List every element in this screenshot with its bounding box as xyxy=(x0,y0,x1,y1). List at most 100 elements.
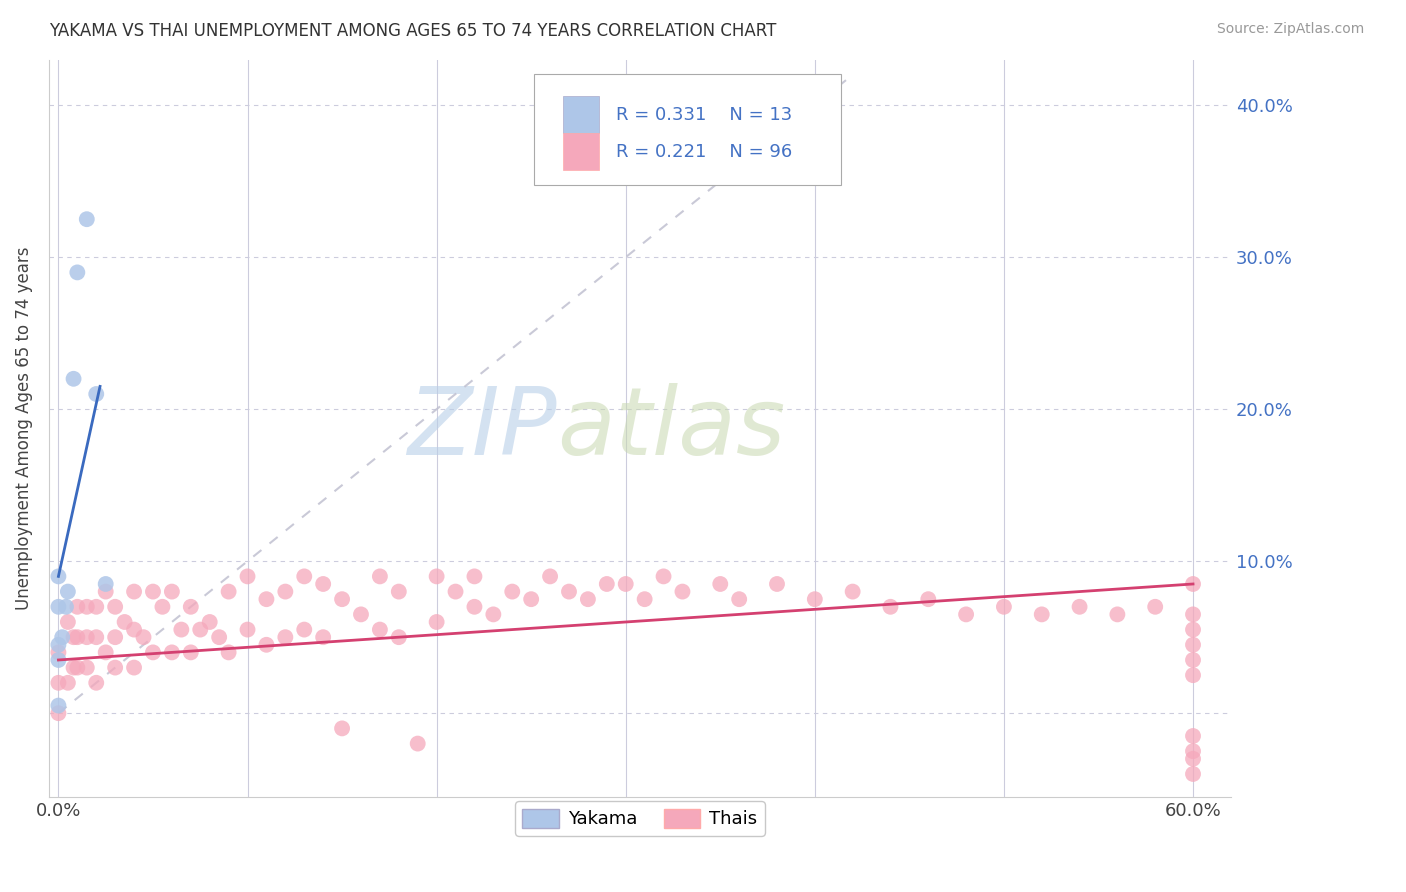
Point xyxy=(76,599,98,614)
Point xyxy=(48,599,70,614)
Point xyxy=(180,645,202,659)
Point xyxy=(160,645,183,659)
Text: R = 0.221    N = 96: R = 0.221 N = 96 xyxy=(616,143,793,161)
Point xyxy=(312,577,335,591)
Legend: Yakama, Thais: Yakama, Thais xyxy=(515,801,765,836)
Point xyxy=(482,607,505,622)
Point xyxy=(1107,607,1129,622)
Text: Source: ZipAtlas.com: Source: ZipAtlas.com xyxy=(1216,22,1364,37)
Point xyxy=(142,584,165,599)
Point xyxy=(48,653,70,667)
Point xyxy=(94,577,117,591)
Point xyxy=(426,569,449,583)
Point xyxy=(917,592,939,607)
Point xyxy=(114,615,136,629)
Point xyxy=(48,675,70,690)
Point xyxy=(444,584,467,599)
Point xyxy=(501,584,523,599)
Point xyxy=(122,584,145,599)
Point xyxy=(955,607,977,622)
Point xyxy=(576,592,599,607)
Point xyxy=(274,584,297,599)
Point xyxy=(388,584,411,599)
Point xyxy=(1182,653,1205,667)
Text: YAKAMA VS THAI UNEMPLOYMENT AMONG AGES 65 TO 74 YEARS CORRELATION CHART: YAKAMA VS THAI UNEMPLOYMENT AMONG AGES 6… xyxy=(49,22,776,40)
Point xyxy=(1182,767,1205,781)
Point xyxy=(426,615,449,629)
Point xyxy=(406,737,429,751)
Point xyxy=(804,592,827,607)
Point xyxy=(84,599,107,614)
Point xyxy=(1182,577,1205,591)
Point xyxy=(66,599,89,614)
Point xyxy=(236,569,259,583)
Point xyxy=(1182,607,1205,622)
Point xyxy=(62,630,84,644)
Point xyxy=(48,698,70,713)
Point xyxy=(66,660,89,674)
Point xyxy=(1182,752,1205,766)
Point xyxy=(463,569,485,583)
Point xyxy=(596,577,619,591)
FancyBboxPatch shape xyxy=(562,133,599,170)
Point xyxy=(56,675,79,690)
Point xyxy=(94,584,117,599)
Point xyxy=(122,623,145,637)
Point xyxy=(122,660,145,674)
Point xyxy=(76,630,98,644)
Point xyxy=(728,592,751,607)
FancyBboxPatch shape xyxy=(562,96,599,133)
Point xyxy=(160,584,183,599)
Point xyxy=(292,569,315,583)
Point xyxy=(76,212,98,227)
Point xyxy=(142,645,165,659)
Point xyxy=(254,592,277,607)
Point xyxy=(218,645,240,659)
Point xyxy=(368,623,391,637)
Point xyxy=(104,599,127,614)
Point xyxy=(766,577,789,591)
Point xyxy=(879,599,901,614)
Point xyxy=(84,387,107,401)
Point xyxy=(55,599,77,614)
Point xyxy=(170,623,193,637)
Point xyxy=(463,599,485,614)
Point xyxy=(48,706,70,721)
Text: atlas: atlas xyxy=(557,383,786,474)
Point xyxy=(614,577,637,591)
Point xyxy=(56,584,79,599)
Point xyxy=(350,607,373,622)
Point xyxy=(236,623,259,637)
Point xyxy=(330,592,353,607)
Text: ZIP: ZIP xyxy=(408,383,557,474)
Point xyxy=(132,630,155,644)
Point xyxy=(1182,744,1205,758)
Point xyxy=(62,372,84,386)
Point xyxy=(292,623,315,637)
Point xyxy=(633,592,655,607)
Point xyxy=(48,569,70,583)
Point xyxy=(1144,599,1167,614)
FancyBboxPatch shape xyxy=(533,74,841,185)
Point xyxy=(1182,638,1205,652)
Point xyxy=(312,630,335,644)
Point xyxy=(274,630,297,644)
Y-axis label: Unemployment Among Ages 65 to 74 years: Unemployment Among Ages 65 to 74 years xyxy=(15,246,32,610)
Point xyxy=(66,630,89,644)
Point xyxy=(152,599,174,614)
Point xyxy=(993,599,1015,614)
Point xyxy=(1031,607,1053,622)
Point xyxy=(104,630,127,644)
Point xyxy=(180,599,202,614)
Point xyxy=(208,630,231,644)
Point xyxy=(198,615,221,629)
Point xyxy=(66,265,89,279)
Point xyxy=(671,584,693,599)
Point xyxy=(709,577,731,591)
Point xyxy=(1069,599,1091,614)
Point xyxy=(1182,623,1205,637)
Point xyxy=(520,592,543,607)
Point xyxy=(218,584,240,599)
Point xyxy=(652,569,675,583)
Point xyxy=(841,584,863,599)
